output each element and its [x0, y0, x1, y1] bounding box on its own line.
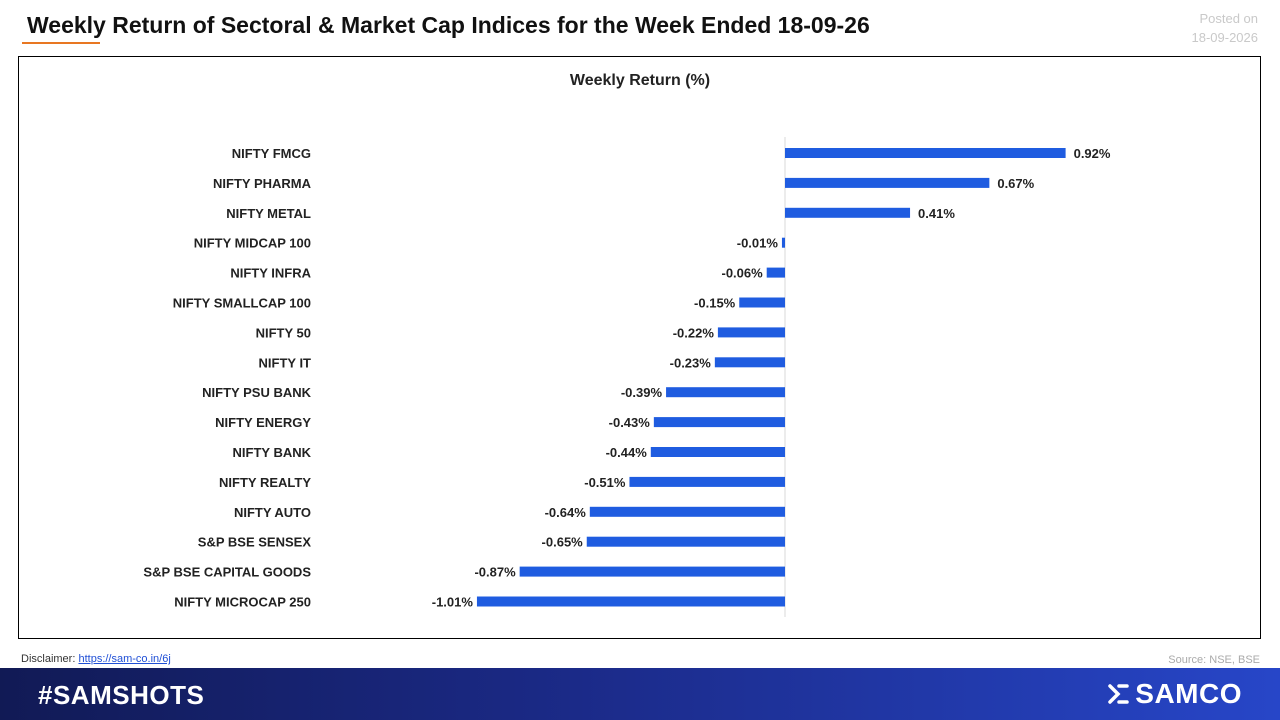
category-label: NIFTY 50 [256, 325, 311, 340]
bar [766, 267, 785, 278]
value-label: -0.44% [606, 445, 648, 460]
value-label: 0.92% [1074, 146, 1111, 161]
disclaimer-link[interactable]: https://sam-co.in/6j [78, 653, 171, 665]
category-label: NIFTY SMALLCAP 100 [173, 296, 311, 311]
category-label: S&P BSE CAPITAL GOODS [143, 565, 311, 580]
bar [785, 148, 1066, 158]
category-label: NIFTY PHARMA [213, 176, 312, 191]
bar [785, 207, 911, 218]
hashtag-label: #SAMSHOTS [38, 680, 205, 710]
category-label: NIFTY PSU BANK [202, 385, 311, 400]
posted-date: 18-09-2026 [1191, 30, 1259, 45]
bar [586, 536, 785, 547]
bar [653, 417, 785, 428]
value-label: -0.06% [721, 266, 763, 281]
posted-date-block: Posted on 18-09-2026 [1192, 9, 1259, 47]
category-label: NIFTY MICROCAP 250 [174, 595, 311, 610]
footer-banner: #SAMSHOTS SAMCO [0, 668, 1280, 720]
value-label: 0.41% [918, 206, 955, 221]
value-label: -0.64% [545, 505, 587, 520]
category-label: NIFTY FMCG [232, 146, 311, 161]
samco-mark-icon [1108, 684, 1130, 704]
bar [714, 357, 785, 368]
category-label: NIFTY INFRA [230, 266, 311, 281]
page-title: Weekly Return of Sectoral & Market Cap I… [27, 12, 870, 38]
value-label: -0.15% [694, 296, 736, 311]
category-label: NIFTY REALTY [219, 475, 311, 490]
category-label: NIFTY METAL [226, 206, 311, 221]
bar [666, 387, 785, 398]
value-label: -0.51% [584, 475, 626, 490]
value-label: 0.67% [997, 176, 1034, 191]
value-label: -0.01% [737, 236, 779, 251]
value-label: -0.65% [542, 535, 584, 550]
value-label: -1.01% [432, 595, 474, 610]
disclaimer-label: Disclaimer: [21, 653, 76, 665]
bar [476, 596, 785, 607]
bar [589, 506, 785, 517]
value-label: -0.39% [621, 385, 663, 400]
posted-label: Posted on [1199, 11, 1258, 26]
bar [519, 566, 785, 577]
bar [629, 476, 785, 487]
title-accent-line [22, 42, 100, 44]
category-label: NIFTY MIDCAP 100 [194, 236, 311, 251]
source-note: Source: NSE, BSE [1168, 654, 1260, 666]
bar [781, 237, 785, 248]
brand-logo: SAMCO [1107, 678, 1242, 710]
value-label: -0.22% [673, 325, 715, 340]
category-label: S&P BSE SENSEX [198, 535, 312, 550]
chart-frame: Weekly Return (%) NIFTY FMCG 0.92% NIFTY P… [18, 56, 1261, 639]
category-label: NIFTY AUTO [234, 505, 311, 520]
value-label: -0.87% [474, 565, 516, 580]
category-label: NIFTY IT [259, 355, 312, 370]
category-label: NIFTY BANK [233, 445, 312, 460]
disclaimer: Disclaimer: https://sam-co.in/6j [21, 653, 171, 665]
brand-name: SAMCO [1135, 678, 1242, 709]
category-label: NIFTY ENERGY [215, 415, 311, 430]
bars-layer: NIFTY FMCG 0.92% NIFTY PHARMA 0.67% NIFTY ME… [143, 137, 1111, 617]
chart-title: Weekly Return (%) [570, 72, 710, 89]
value-label: -0.23% [670, 355, 712, 370]
bar [785, 177, 990, 188]
value-label: -0.43% [609, 415, 651, 430]
bar [739, 297, 785, 308]
bar [650, 447, 785, 457]
bar [717, 327, 785, 338]
weekly-return-chart: Weekly Return (%) NIFTY FMCG 0.92% NIFTY P… [143, 72, 1111, 617]
